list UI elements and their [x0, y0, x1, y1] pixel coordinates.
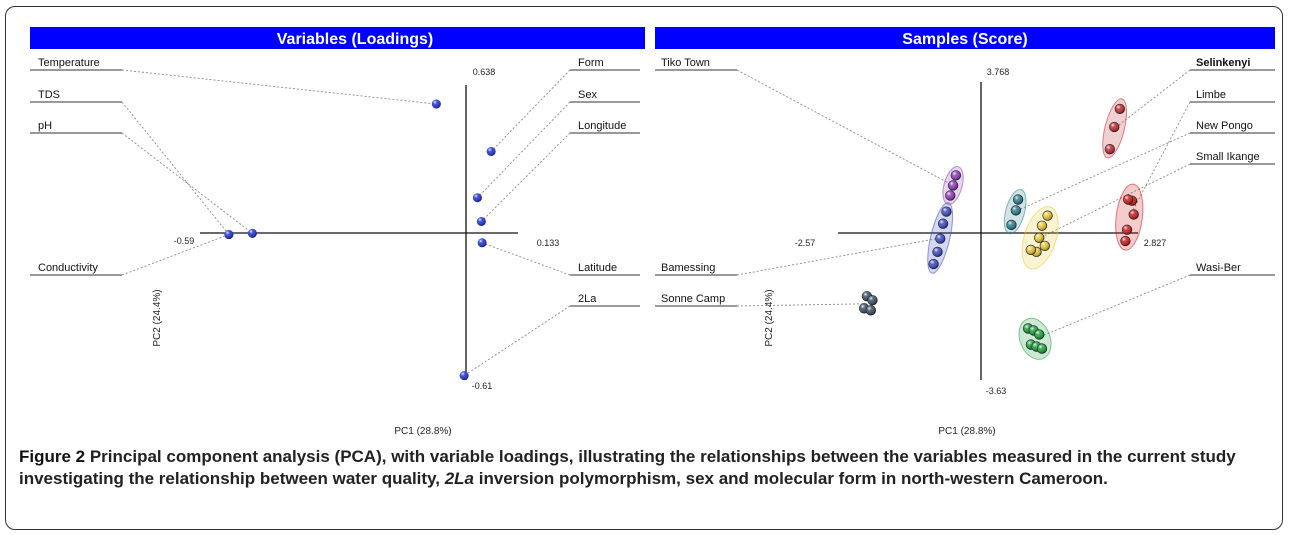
loadings-header-bar — [30, 27, 645, 49]
sample-label-bamessing: Bamessing — [661, 262, 715, 274]
leader-line-ph — [121, 132, 253, 234]
scores-ymin-tick: -3.63 — [986, 386, 1007, 396]
sample-label-new-pongo: New Pongo — [1196, 120, 1253, 132]
scores-leader-lines — [736, 69, 1191, 340]
scores-group-ellipses — [927, 98, 1144, 360]
loading-point-shine-2la — [459, 371, 469, 381]
variable-label-form: Form — [578, 57, 604, 69]
score-point-shine-limbe — [1128, 209, 1139, 220]
loadings-xmin-tick: -0.59 — [174, 236, 195, 246]
leader-line-bamessing — [736, 237, 941, 276]
leader-line-limbe — [1128, 101, 1191, 218]
scores-title: Samples (Score) — [902, 31, 1027, 48]
figure-caption: Figure 2 Principal component analysis (P… — [19, 446, 1269, 490]
variable-label-tds: TDS — [38, 89, 60, 101]
scores-header-bar — [655, 27, 1275, 49]
score-point-shine-selinkenyi — [1105, 144, 1115, 154]
scores-ymax-tick: 3.768 — [987, 67, 1010, 77]
score-point-shine-wasi-ber — [1034, 329, 1045, 340]
variable-label-2la: 2La — [578, 293, 597, 305]
variable-label-sex: Sex — [578, 89, 597, 101]
group-ellipse-wasi-ber — [1018, 317, 1052, 360]
loadings-points — [224, 99, 496, 381]
leader-line-conductivity — [121, 234, 230, 276]
caption-text-end: inversion polymorphism, sex and molecula… — [474, 469, 1108, 488]
score-point-shine-small-ikange — [1034, 233, 1045, 243]
scores-panel: Samples (Score) -2.57 2.827 3.768 -3.63 … — [655, 27, 1275, 437]
variable-label-latitude: Latitude — [578, 262, 617, 274]
score-point-shine-bamessing — [938, 218, 948, 229]
score-point-shine-new-pongo — [1006, 220, 1017, 230]
score-point-shine-sonne-camp — [867, 295, 878, 306]
variable-label-longitude: Longitude — [578, 120, 626, 132]
variable-label-ph: pH — [38, 120, 52, 132]
loading-point-shine-conductivity — [224, 230, 234, 240]
leader-line-form — [490, 69, 571, 152]
loading-point-shine-ph — [247, 228, 257, 238]
loadings-leader-lines — [121, 69, 571, 377]
loadings-variable-labels: Temperature TDS pH Conductivity Form Sex Longi… — [30, 57, 640, 307]
score-point-shine-bamessing — [932, 247, 943, 257]
score-point-shine-small-ikange — [1026, 245, 1036, 255]
score-point-shine-tiko-town — [948, 180, 958, 191]
sample-label-tiko-town: Tiko Town — [661, 57, 710, 69]
caption-italic-term: 2La — [444, 469, 475, 488]
loading-point-shine-longitude — [476, 216, 486, 226]
variable-label-conductivity: Conductivity — [38, 262, 98, 274]
loading-point-shine-sex — [472, 193, 482, 203]
caption-label: Figure 2 — [19, 447, 86, 466]
scores-xmin-tick: -2.57 — [795, 238, 816, 248]
score-point-shine-small-ikange — [1042, 210, 1053, 221]
score-point-shine-bamessing — [941, 206, 952, 217]
sample-label-limbe: Limbe — [1196, 89, 1226, 101]
leader-line-wasi-ber — [1034, 274, 1191, 340]
score-point-shine-tiko-town — [945, 190, 956, 201]
score-point-shine-selinkenyi — [1115, 104, 1125, 114]
loadings-y-axis-label: PC2 (24.4%) — [152, 289, 163, 346]
score-point-shine-bamessing — [935, 233, 946, 244]
sample-label-wasi-ber: Wasi-Ber — [1196, 262, 1241, 274]
leader-line-latitude — [481, 242, 571, 276]
leader-line-sonne-camp — [736, 303, 869, 307]
score-point-shine-new-pongo — [1011, 205, 1021, 216]
score-point-shine-small-ikange — [1037, 220, 1047, 231]
loadings-title: Variables (Loadings) — [277, 31, 433, 48]
leader-line-small-ikange — [1039, 163, 1191, 239]
scores-sample-labels: Selinkenyi Limbe New Pongo Small Ikange Tiko… — [655, 57, 1275, 307]
leader-line-tds — [121, 101, 230, 235]
loadings-x-axis-label: PC1 (28.8%) — [394, 426, 451, 437]
loadings-ymin-tick: -0.61 — [472, 381, 493, 391]
figure-frame — [5, 6, 1283, 530]
scores-x-axis-label: PC1 (28.8%) — [938, 426, 995, 437]
loading-point-shine-latitude — [477, 238, 487, 248]
score-point-shine-tiko-town — [951, 170, 961, 181]
leader-line-2la — [463, 305, 571, 377]
caption-text-start: Principal component analysis (PCA), with… — [19, 447, 1236, 488]
scores-xmax-tick: 2.827 — [1144, 238, 1167, 248]
loading-point-shine-temperature — [431, 99, 441, 109]
score-point-shine-sonne-camp — [865, 305, 876, 316]
loadings-ymax-tick: 0.638 — [473, 67, 496, 77]
leader-line-temperature — [121, 69, 437, 105]
loadings-xmax-tick: 0.133 — [537, 238, 560, 248]
loadings-panel: Variables (Loadings) -0.59 0.133 0.638 -… — [30, 27, 645, 437]
sample-label-small-ikange: Small Ikange — [1196, 151, 1260, 163]
score-point-shine-limbe — [1122, 224, 1132, 235]
leader-line-longitude — [481, 132, 571, 222]
sample-label-selinkenyi: Selinkenyi — [1196, 57, 1250, 69]
score-point-shine-bamessing — [928, 259, 939, 269]
leader-line-tiko-town — [736, 69, 954, 186]
scores-points — [858, 103, 1139, 354]
score-point-shine-selinkenyi — [1109, 122, 1120, 132]
scores-y-axis-label: PC2 (24.4%) — [764, 289, 775, 346]
score-point-shine-small-ikange — [1039, 241, 1050, 251]
sample-label-sonne-camp: Sonne Camp — [661, 293, 725, 305]
score-point-shine-wasi-ber — [1037, 343, 1047, 354]
score-point-shine-limbe — [1123, 194, 1133, 205]
score-point-shine-limbe — [1120, 236, 1131, 246]
loading-point-shine-form — [486, 146, 496, 156]
score-point-shine-new-pongo — [1013, 194, 1023, 205]
variable-label-temperature: Temperature — [38, 57, 100, 69]
